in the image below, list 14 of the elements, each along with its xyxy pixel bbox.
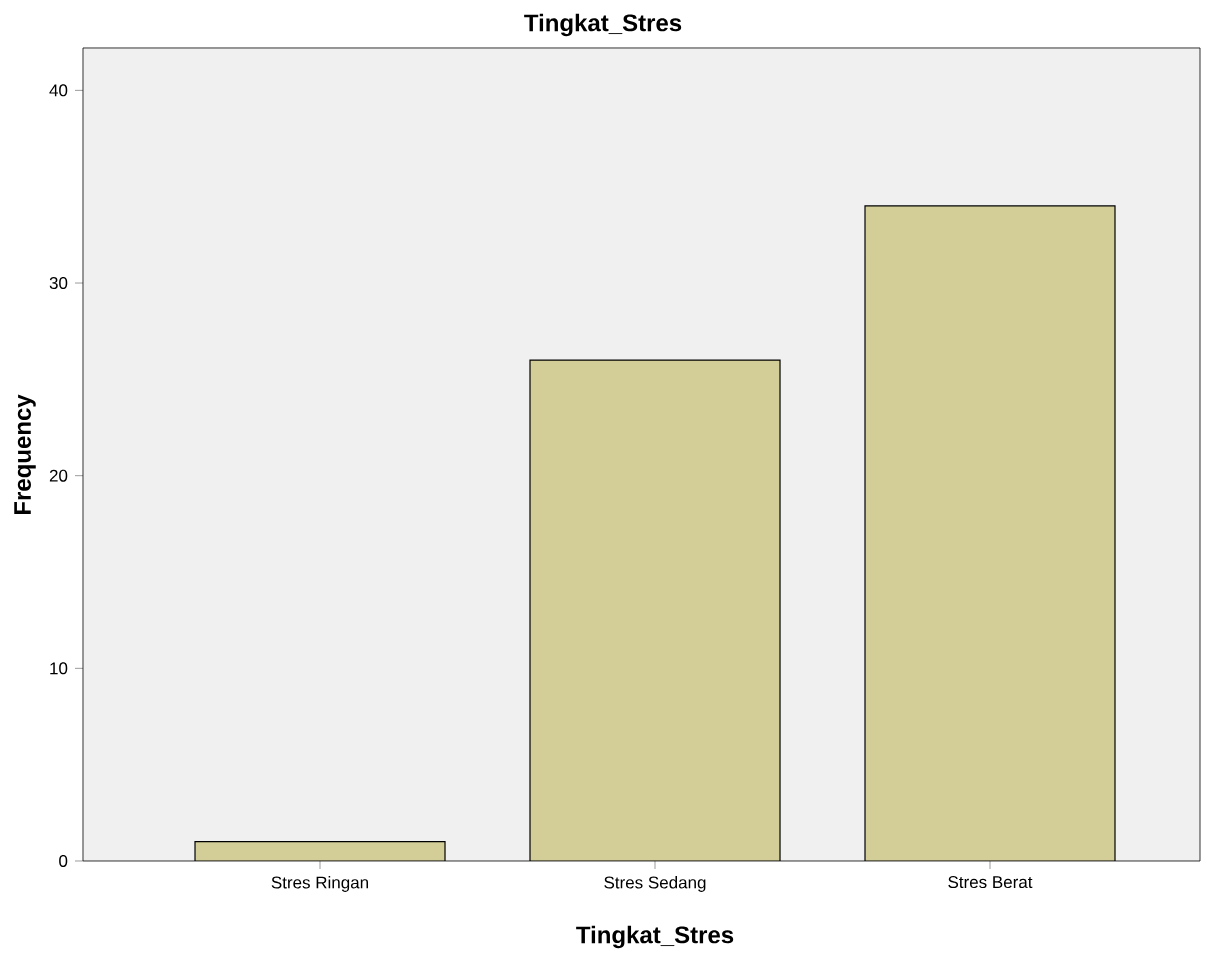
x-tick-label: Stres Ringan (271, 876, 369, 892)
x-axis-title: Tingkat_Stres (576, 925, 734, 949)
y-tick-label: 40 (49, 84, 68, 97)
y-axis-title: Frequency (14, 394, 36, 515)
y-tick-label: 0 (59, 854, 68, 867)
bar (529, 359, 781, 861)
bar (194, 841, 446, 861)
bar (864, 205, 1116, 861)
x-tick-label: Stres Berat (948, 876, 1033, 889)
y-tick-label: 30 (49, 277, 68, 290)
chart-title: Tingkat_Stres (524, 13, 682, 37)
x-tick-label: Stres Sedang (604, 876, 706, 892)
y-tick-label: 10 (50, 662, 68, 675)
y-tick-label: 20 (49, 469, 68, 482)
